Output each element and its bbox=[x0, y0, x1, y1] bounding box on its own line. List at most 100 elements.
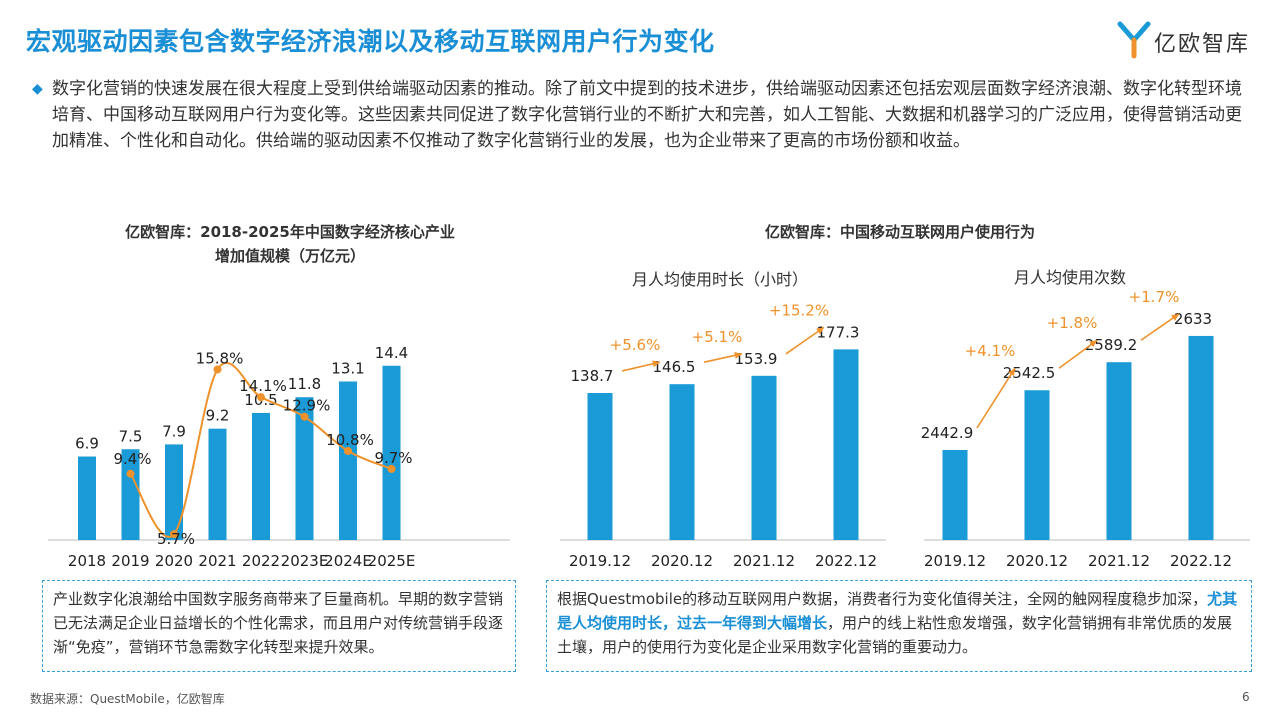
bar-value-label: 146.5 bbox=[653, 358, 696, 376]
growth-rate-label: +4.1% bbox=[965, 342, 1016, 360]
frequency-chart-subtitle: 月人均使用次数 bbox=[1013, 268, 1126, 287]
bar-value-label: 2589.2 bbox=[1085, 336, 1138, 354]
left-note-box: 产业数字化浪潮给中国数字服务商带来了巨量商机。早期的数字营销已无法满足企业日益增… bbox=[42, 580, 516, 672]
bar bbox=[1024, 390, 1050, 540]
bar-value-label: 2633 bbox=[1174, 310, 1212, 328]
growth-arrow-head-icon bbox=[652, 360, 660, 368]
bar bbox=[208, 428, 227, 540]
bar bbox=[252, 412, 270, 540]
bar-value-label: 13.1 bbox=[331, 359, 364, 377]
bar-value-label: 7.9 bbox=[162, 422, 186, 440]
growth-rate-label: 14.1% bbox=[239, 377, 287, 395]
usage-duration-chart: 138.7 2019.12 146.5 2020.12 153.9 2021.12 177.… bbox=[560, 301, 886, 570]
x-tick-label: 2020.12 bbox=[1006, 552, 1068, 570]
bar-value-label: 138.7 bbox=[571, 367, 614, 385]
growth-rate-label: 9.4% bbox=[113, 450, 151, 468]
growth-rate-label: 10.8% bbox=[326, 431, 374, 449]
right-note-highlight: 尤其是人均使用时长，过去一年得到大幅增长 bbox=[557, 590, 1238, 632]
bar-value-label: 177.3 bbox=[817, 323, 860, 341]
bar-value-label: 11.8 bbox=[288, 375, 321, 393]
growth-arrow-head-icon bbox=[1171, 313, 1179, 321]
growth-arrow-line bbox=[1140, 313, 1180, 341]
bar bbox=[78, 456, 96, 540]
growth-rate-label: +5.6% bbox=[610, 336, 661, 354]
x-tick-label: 2018 bbox=[68, 552, 106, 570]
logo: 亿欧智库 bbox=[1116, 20, 1266, 60]
growth-rate-label: 15.8% bbox=[196, 349, 244, 367]
growth-rate-point bbox=[387, 464, 396, 473]
left-chart-title: 亿欧智库：2018-2025年中国数字经济核心产业 增加值规模（万亿元） bbox=[60, 220, 520, 268]
bar-value-label: 7.5 bbox=[119, 427, 143, 445]
growth-rate-label: +5.1% bbox=[692, 328, 743, 346]
bar bbox=[295, 397, 314, 540]
growth-arrow-line bbox=[1058, 339, 1098, 369]
left-chart-title-line2: 增加值规模（万亿元） bbox=[214, 247, 365, 265]
growth-rate-point bbox=[257, 393, 265, 402]
bar-value-label: 14.4 bbox=[375, 344, 408, 362]
bar-value-label: 2442.9 bbox=[921, 424, 974, 442]
page-number: 6 bbox=[1242, 690, 1250, 704]
bar bbox=[339, 381, 357, 540]
x-tick-label: 2019.12 bbox=[924, 552, 986, 570]
bar bbox=[382, 365, 401, 540]
growth-rate-point bbox=[126, 469, 135, 478]
growth-rate-label: 5.7% bbox=[157, 530, 195, 548]
x-tick-label: 2020.12 bbox=[651, 552, 713, 570]
bar bbox=[669, 384, 695, 540]
digital-economy-chart: 6.920187.520197.920209.2202110.5202211.8… bbox=[48, 344, 510, 570]
growth-arrow-line bbox=[976, 367, 1016, 429]
growth-rate-label: +1.7% bbox=[1129, 288, 1180, 306]
bar-value-label: 6.9 bbox=[75, 435, 99, 453]
growth-arrow-head-icon bbox=[734, 351, 742, 359]
x-tick-label: 2021 bbox=[198, 552, 236, 570]
growth-arrow-head-icon bbox=[1008, 368, 1015, 377]
usage-frequency-chart: 2442.9 2019.12 2542.5 2020.12 2589.2 2021.12 2… bbox=[921, 288, 1250, 570]
right-chart-title: 亿欧智库：中国移动互联网用户使用行为 bbox=[764, 223, 1035, 241]
page-title: 宏观驱动因素包含数字经济浪潮以及移动互联网用户行为变化 bbox=[26, 27, 715, 56]
left-note-text: 产业数字化浪潮给中国数字服务商带来了巨量商机。早期的数字营销已无法满足企业日益增… bbox=[53, 590, 504, 656]
x-tick-label: 2022.12 bbox=[1170, 552, 1232, 570]
bar bbox=[121, 449, 140, 540]
data-source: 数据来源：QuestMobile，亿欧智库 bbox=[30, 692, 225, 706]
intro-text: 数字化营销的快速发展在很大程度上受到供给端驱动因素的推动。除了前文中提到的技术进… bbox=[52, 79, 1242, 151]
growth-rate-point bbox=[213, 365, 222, 374]
x-tick-label: 2021.12 bbox=[1088, 552, 1150, 570]
right-note-text-a: 根据Questmobile的移动互联网用户数据，消费者行为变化值得关注，全网的触… bbox=[557, 590, 1208, 608]
logo-mark-icon bbox=[1117, 21, 1151, 59]
left-chart-title-line1: 亿欧智库：2018-2025年中国数字经济核心产业 bbox=[125, 223, 455, 241]
bar bbox=[942, 450, 968, 540]
intro-paragraph: ◆ 数字化营销的快速发展在很大程度上受到供给端驱动因素的推动。除了前文中提到的技… bbox=[32, 76, 1252, 154]
x-tick-label: 2020 bbox=[155, 552, 193, 570]
growth-rate-point bbox=[170, 530, 178, 539]
x-tick-label: 2025E bbox=[368, 552, 416, 570]
growth-arrow-head-icon bbox=[816, 327, 824, 335]
bar bbox=[1188, 335, 1214, 540]
growth-rate-point bbox=[344, 446, 352, 455]
growth-rate-label: 9.7% bbox=[374, 449, 412, 467]
x-tick-label: 2019.12 bbox=[569, 552, 631, 570]
bar-value-label: 2542.5 bbox=[1003, 364, 1056, 382]
growth-rate-label: 12.9% bbox=[283, 397, 331, 415]
bar bbox=[833, 349, 859, 540]
duration-chart-subtitle: 月人均使用时长（小时） bbox=[631, 270, 808, 289]
bar bbox=[1106, 362, 1132, 540]
x-tick-label: 2023E bbox=[281, 552, 329, 570]
x-tick-label: 2021.12 bbox=[733, 552, 795, 570]
growth-rate-label: +1.8% bbox=[1047, 314, 1098, 332]
x-tick-label: 2022.12 bbox=[815, 552, 877, 570]
x-tick-label: 2019 bbox=[111, 552, 149, 570]
x-tick-label: 2022 bbox=[242, 552, 280, 570]
bar-value-label: 153.9 bbox=[735, 350, 778, 368]
x-tick-label: 2024E bbox=[324, 552, 372, 570]
diamond-bullet-icon: ◆ bbox=[32, 81, 43, 97]
bar-value-label: 9.2 bbox=[206, 407, 230, 425]
logo-text: 亿欧智库 bbox=[1154, 32, 1251, 57]
bar bbox=[587, 393, 613, 540]
growth-arrow-line bbox=[785, 326, 825, 355]
bar bbox=[751, 375, 777, 540]
right-note-text-b: ，用户的线上粘性愈发增强，数字化营销拥有非常优质的发展土壤，用户的使用行为变化是… bbox=[557, 614, 1233, 656]
bar bbox=[165, 444, 183, 540]
growth-rate-label: +15.2% bbox=[769, 301, 829, 319]
growth-arrow-head-icon bbox=[1089, 340, 1097, 348]
right-note-box: 根据Questmobile的移动互联网用户数据，消费者行为变化值得关注，全网的触… bbox=[546, 580, 1252, 672]
